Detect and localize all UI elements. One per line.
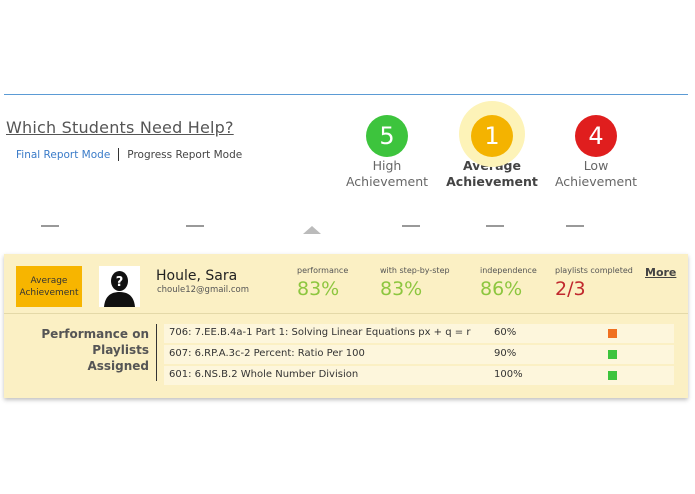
unknown-user-icon: ? [99, 266, 140, 307]
playlist-row[interactable]: 607: 6.RP.A.3c-2 Percent: Ratio Per 100 … [164, 345, 674, 364]
mode-separator [118, 148, 120, 161]
playlist-percent: 100% [494, 369, 523, 380]
playlist-percent: 90% [494, 348, 517, 359]
playlist-list: 706: 7.EE.B.4a-1 Part 1: Solving Linear … [164, 324, 674, 387]
stat-value: 86% [480, 278, 523, 300]
average-achievement-group[interactable]: 1 Average Achievement [442, 101, 542, 190]
stat-step-by-step: with step-by-step 83% [380, 266, 450, 300]
top-divider [4, 94, 688, 95]
section-divider-line [156, 324, 157, 381]
final-report-mode-link[interactable]: Final Report Mode [16, 148, 111, 161]
stat-playlists-completed: playlists completed 2/3 [555, 266, 633, 300]
playlists-section-title: Performance on Playlists Assigned [41, 327, 149, 373]
stat-label: performance [297, 266, 349, 275]
stat-value: 83% [297, 278, 340, 300]
playlist-name: 607: 6.RP.A.3c-2 Percent: Ratio Per 100 [169, 348, 365, 359]
report-mode-switch: Final Report Mode Progress Report Mode [16, 148, 242, 161]
low-achievement-group[interactable]: 4 Low Achievement [546, 115, 646, 190]
high-achievement-count-circle[interactable]: 5 [366, 115, 408, 157]
progress-report-mode-link[interactable]: Progress Report Mode [127, 148, 243, 161]
student-slot-dash [186, 225, 204, 227]
stat-independence: independence 86% [480, 266, 537, 300]
achievement-badge: Average Achievement [16, 266, 82, 307]
stat-label: with step-by-step [380, 266, 450, 275]
student-slot-dash [41, 225, 59, 227]
stat-value: 2/3 [555, 278, 586, 300]
panel-divider [4, 313, 688, 314]
stat-value: 83% [380, 278, 423, 300]
high-achievement-group[interactable]: 5 High Achievement [337, 115, 437, 190]
student-detail-panel: Average Achievement ? Houle, Sara choule… [4, 254, 688, 398]
low-achievement-count-circle[interactable]: 4 [575, 115, 617, 157]
stat-label: independence [480, 266, 537, 275]
student-name: Houle, Sara [156, 268, 238, 284]
low-achievement-label: Low Achievement [554, 158, 638, 189]
average-achievement-count-circle[interactable]: 1 [471, 115, 513, 157]
playlist-row[interactable]: 706: 7.EE.B.4a-1 Part 1: Solving Linear … [164, 324, 674, 343]
playlist-row[interactable]: 601: 6.NS.B.2 Whole Number Division 100% [164, 366, 674, 385]
high-achievement-label: High Achievement [345, 158, 429, 189]
student-slot-dash [566, 225, 584, 227]
playlist-name: 601: 6.NS.B.2 Whole Number Division [169, 369, 359, 380]
playlist-percent: 60% [494, 327, 517, 338]
avatar: ? [99, 266, 140, 307]
student-email: choule12@gmail.com [157, 285, 250, 295]
student-slot-dash [402, 225, 420, 227]
stat-label: playlists completed [555, 266, 633, 275]
stat-performance: performance 83% [297, 266, 348, 300]
svg-text:?: ? [116, 275, 124, 290]
status-indicator [608, 371, 617, 380]
student-slot-dash [486, 225, 504, 227]
status-indicator [608, 329, 617, 338]
status-indicator [608, 350, 617, 359]
more-link[interactable]: More [645, 266, 677, 279]
playlist-name: 706: 7.EE.B.4a-1 Part 1: Solving Linear … [169, 327, 471, 338]
selected-student-pointer [303, 226, 321, 234]
page-title[interactable]: Which Students Need Help? [6, 118, 234, 137]
